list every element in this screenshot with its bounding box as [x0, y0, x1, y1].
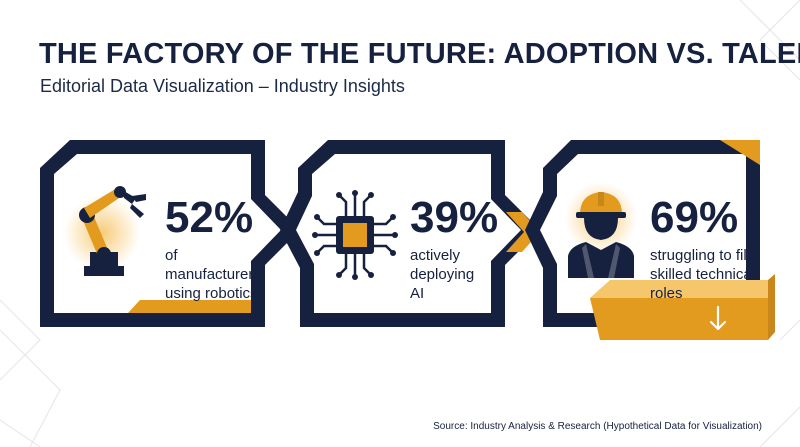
page-subtitle: Editorial Data Visualization – Industry …: [40, 76, 405, 96]
card-3-description: struggling to fill skilled technical rol…: [650, 247, 756, 302]
arrow-down-icon: [709, 305, 727, 331]
card-2-description: actively deploying AI: [410, 247, 475, 302]
card-2-text: 39% actively deploying AI: [410, 196, 498, 303]
robot-arm-icon: [64, 186, 146, 276]
ai-chip-icon: [312, 190, 398, 280]
card-1-text: 52% of manufacturers using robotics: [165, 196, 275, 303]
source-note: Source: Industry Analysis & Research (Hy…: [433, 421, 762, 432]
card-1-value: 52%: [165, 193, 254, 242]
card-3-value: 69%: [650, 193, 739, 242]
card-1-description: of manufacturers using robotics: [165, 247, 261, 302]
card-2-value: 39%: [410, 193, 499, 242]
card-3-text: 69% struggling to fill skilled technical…: [650, 196, 760, 303]
worker-hardhat-icon: [565, 182, 637, 278]
page-title: THE FACTORY OF THE FUTURE: ADOPTION VS. …: [39, 38, 800, 70]
